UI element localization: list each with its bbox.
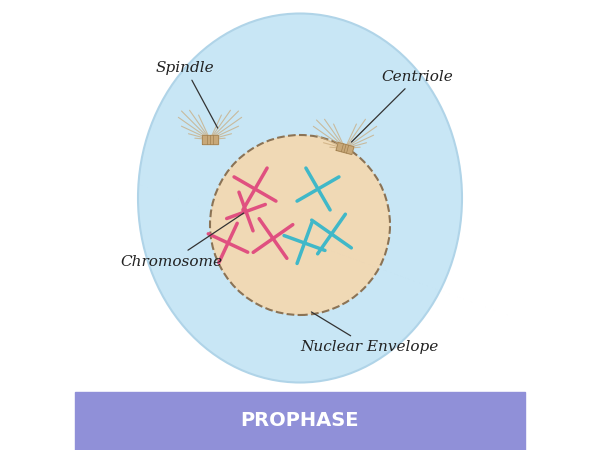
Ellipse shape <box>210 135 390 315</box>
Polygon shape <box>202 135 218 144</box>
Text: Chromosome: Chromosome <box>120 213 244 269</box>
Text: Spindle: Spindle <box>156 61 218 128</box>
Polygon shape <box>336 143 354 154</box>
Text: Nuclear Envelope: Nuclear Envelope <box>300 312 438 354</box>
Text: Centriole: Centriole <box>352 70 453 142</box>
Ellipse shape <box>138 14 462 382</box>
Bar <box>75 392 525 450</box>
Text: PROPHASE: PROPHASE <box>241 411 359 430</box>
